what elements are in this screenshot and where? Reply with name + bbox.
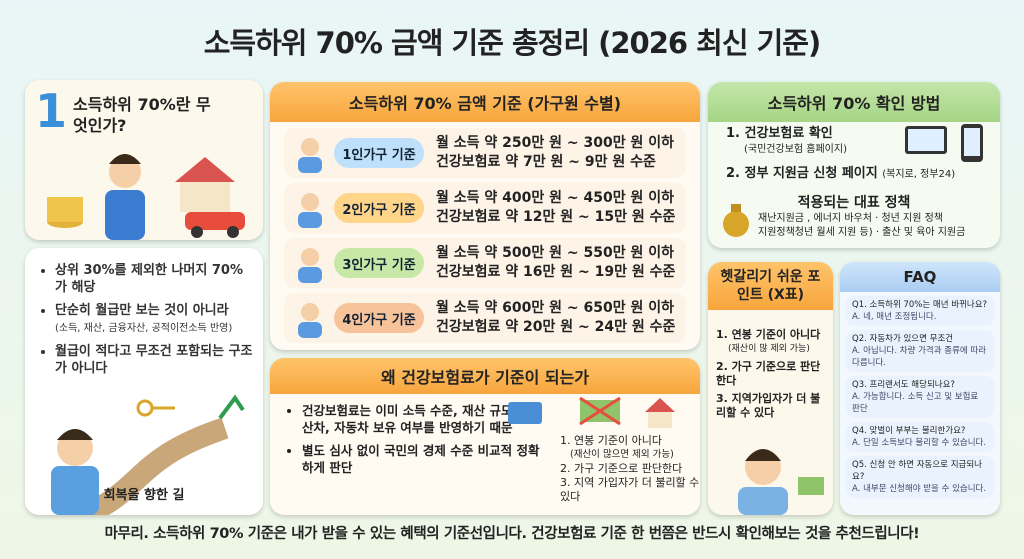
- faq-item: Q5. 신청 안 하면 자동으로 지급되나요? A. 내부문 신청해야 받을 수 …: [846, 456, 994, 498]
- why-points: 1. 연봉 기준이 아니다 (재산이 많으면 제외 가능) 2. 가구 기준으로…: [560, 434, 700, 504]
- why-icons: [508, 396, 675, 428]
- answer: A. 아닙니다. 차량 가격과 종류에 따라 다릅니다.: [852, 346, 987, 368]
- question: Q5. 신청 안 하면 자동으로 지급되나요?: [852, 460, 982, 482]
- step-sub: (복지로, 정부24): [882, 169, 956, 180]
- item: 3. 지역가입자가 더 불리할 수 있다: [716, 392, 821, 419]
- premium: 건강보험료 약 12만 원 ~ 15만 원 수준: [436, 209, 676, 225]
- faq-panel: FAQ Q1. 소득하위 70%는 매년 바뀌나요? A. 네, 매년 조정됩니다…: [840, 262, 1000, 515]
- step-number: 1.: [726, 126, 740, 141]
- family-icon: [298, 303, 322, 338]
- point: 1. 연봉 기준이 아니다: [560, 434, 662, 447]
- question: Q2. 자동차가 있으면 무조건: [852, 334, 954, 344]
- check-panel: 소득하위 70% 확인 방법 1. 건강보험료 확인 (국민건강보험 홈페이지)…: [708, 82, 1000, 248]
- step-number: 2.: [726, 166, 740, 181]
- bullet: 별도 심사 없이 국민의 경제 수준 비교적 정확하게 판단: [302, 442, 541, 476]
- point: 3. 지역 가입자가 더 불리할 수 있다: [560, 476, 700, 503]
- income: 월 소득 약 600만 원 ~ 650만 원 이하: [436, 300, 674, 316]
- point: (재산이 많으면 제외 가능): [570, 449, 674, 460]
- criteria-heading: 소득하위 70% 금액 기준 (가구원 수별): [270, 82, 700, 122]
- bullet: 월급이 적다고 무조건 포함되는 구조가 아니다: [55, 343, 254, 377]
- answer: A. 내부문 신청해야 받을 수 있습니다.: [852, 484, 987, 494]
- money-bag: [723, 204, 749, 237]
- item: 2. 가구 기준으로 판단한다: [716, 360, 821, 387]
- faq-item: Q3. 프리랜서도 해당되나요? A. 가능합니다. 소득 신고 및 보험료 판단: [846, 376, 994, 418]
- confusing-items: 1. 연봉 기준이 아니다 (재산이 많 제외 가능) 2. 가구 기준으로 판…: [716, 328, 828, 420]
- premium: 건강보험료 약 20만 원 ~ 24만 원 수준: [436, 319, 676, 335]
- policy: 재난지원금 , 에너지 바우처 · 청년 지원 정책: [758, 213, 944, 224]
- criteria-panel: 소득하위 70% 금액 기준 (가구원 수별) 1인가구 기준 월 소득 약 25…: [270, 82, 700, 350]
- step: 1. 건강보험료 확인: [726, 126, 955, 142]
- intro-heading: 소득하위 70%란 무엇인가?: [73, 95, 211, 135]
- faq-item: Q1. 소득하위 70%는 매년 바뀌나요? A. 네, 매년 조정됩니다.: [846, 296, 994, 326]
- faq-heading: FAQ: [840, 262, 1000, 292]
- bullet: 단순히 월급만 보는 것이 아니라 (소득, 재산, 금융자산, 공적이전소득 반…: [55, 302, 254, 337]
- caption: 회복을 향한 길: [103, 488, 185, 503]
- confusing-panel: 헷갈리기 쉬운 포인트 (X표) 1. 연봉 기준이 아니다 (재산이 많 제외…: [708, 262, 833, 515]
- why-heading: 왜 건강보험료가 기준이 되는가: [270, 358, 700, 394]
- intro-illustration: [47, 154, 245, 240]
- why-panel: 왜 건강보험료가 기준이 되는가 건강보험료는 이미 소득 수준, 재산 규모,…: [270, 358, 700, 515]
- income: 월 소득 약 500만 원 ~ 550만 원 이하: [436, 245, 674, 261]
- number-icon: 1: [35, 84, 68, 138]
- step-title: 정부 지원금 신청 페이지: [744, 166, 878, 181]
- why-bullets: 건강보험료는 이미 소득 수준, 재산 규모, 재산차, 자동차 보유 여부를 …: [286, 402, 541, 482]
- device-icons: [905, 124, 983, 162]
- question: Q3. 프리랜서도 해당되나요?: [852, 380, 955, 390]
- answer: A. 가능합니다. 소득 신고 및 보험료 판단: [852, 392, 979, 414]
- intro-detail-panel: 상위 30%를 제외한 나머지 70%가 해당 단순히 월급만 보는 것이 아니…: [25, 248, 263, 515]
- premium: 건강보험료 약 16만 원 ~ 19만 원 수준: [436, 264, 676, 280]
- household-label: 1인가구 기준: [334, 138, 424, 168]
- bullet-text: 단순히 월급만 보는 것이 아니라: [55, 303, 229, 318]
- intro-bullets: 상위 30%를 제외한 나머지 70%가 해당 단순히 월급만 보는 것이 아니…: [39, 262, 254, 383]
- title: 소득하위 70% 금액 기준 총정리 (2026 최신 기준): [203, 26, 822, 60]
- item: 1. 연봉 기준이 아니다: [716, 328, 821, 341]
- bullet-note: (소득, 재산, 금융자산, 공적이전소득 반영): [55, 323, 233, 334]
- income: 월 소득 약 250만 원 ~ 300만 원 이하: [436, 135, 674, 151]
- family-icon: [298, 138, 322, 173]
- bullet: 건강보험료는 이미 소득 수준, 재산 규모, 재산차, 자동차 보유 여부를 …: [302, 402, 541, 436]
- confusing-heading: 헷갈리기 쉬운 포인트 (X표): [708, 262, 833, 310]
- point: 2. 가구 기준으로 판단한다: [560, 462, 683, 475]
- question: Q4. 맞벌이 부부는 불리한가요?: [852, 426, 966, 436]
- step: 2. 정부 지원금 신청 페이지 (복지로, 정부24): [726, 166, 955, 183]
- family-icon: [298, 248, 322, 283]
- item: (재산이 많 제외 가능): [728, 344, 810, 354]
- policies: 재난지원금 , 에너지 바우처 · 청년 지원 정책 지원정책청년 월세 지원 …: [758, 212, 965, 240]
- household-label: 4인가구 기준: [334, 303, 424, 333]
- bullet: 상위 30%를 제외한 나머지 70%가 해당: [55, 262, 254, 296]
- faq-item: Q2. 자동차가 있으면 무조건 A. 아닙니다. 차량 가격과 종류에 따라 다…: [846, 330, 994, 372]
- policy-heading: 적용되는 대표 정책: [797, 195, 911, 211]
- income: 월 소득 약 400만 원 ~ 450만 원 이하: [436, 190, 674, 206]
- household-label: 3인가구 기준: [334, 248, 424, 278]
- person-illustration: [738, 449, 824, 515]
- footer: 마무리. 소득하위 70% 기준은 내가 받을 수 있는 혜택의 기준선입니다.…: [104, 526, 920, 542]
- check-steps: 1. 건강보험료 확인 (국민건강보험 홈페이지) 2. 정부 지원금 신청 페…: [726, 126, 955, 183]
- road-illustration: [51, 394, 245, 515]
- faq-item: Q4. 맞벌이 부부는 불리한가요? A. 단일 소득보다 불리할 수 있습니다.: [846, 422, 994, 452]
- step-title: 건강보험료 확인: [744, 126, 833, 141]
- family-icon: [298, 193, 322, 228]
- policy: 지원정책청년 월세 지원 등) · 출산 및 육아 지원금: [758, 227, 966, 238]
- premium: 건강보험료 약 7만 원 ~ 9만 원 수준: [436, 154, 656, 170]
- step-sub: (국민건강보험 홈페이지): [744, 144, 847, 155]
- check-heading: 소득하위 70% 확인 방법: [708, 82, 1000, 122]
- household-label: 2인가구 기준: [334, 193, 424, 223]
- question: Q1. 소득하위 70%는 매년 바뀌나요?: [852, 300, 988, 310]
- intro-panel: 1 소득하위 70%란 무엇인가?: [25, 80, 263, 240]
- answer: A. 네, 매년 조정됩니다.: [852, 312, 937, 322]
- answer: A. 단일 소득보다 불리할 수 있습니다.: [852, 438, 987, 448]
